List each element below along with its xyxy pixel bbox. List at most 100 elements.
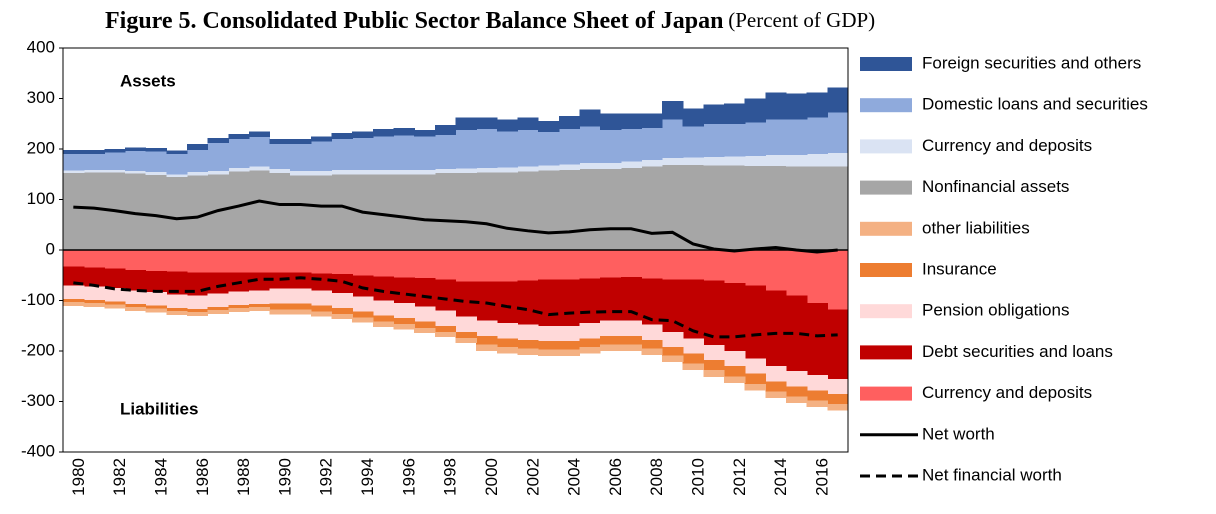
y-tick-label: 200: [27, 138, 55, 157]
area-segment: [124, 307, 147, 312]
area-segment: [827, 166, 849, 250]
y-tick-label: -300: [21, 391, 55, 410]
area-segment: [455, 316, 477, 332]
area-segment: [310, 311, 333, 317]
area-segment: [310, 175, 333, 250]
area-segment: [806, 375, 828, 391]
area-segment: [434, 279, 457, 311]
area-segment: [641, 166, 663, 250]
area-segment: [331, 274, 353, 293]
area-segment: [703, 360, 725, 371]
area-segment: [372, 321, 395, 327]
legend-swatch: [860, 180, 912, 195]
area-segment: [496, 167, 519, 173]
legend-swatch: [860, 98, 912, 113]
area-segment: [352, 317, 374, 323]
area-segment: [455, 281, 477, 317]
area-segment: [228, 250, 250, 273]
area-segment: [600, 277, 622, 321]
area-segment: [434, 169, 457, 174]
area-segment: [558, 349, 581, 357]
area-segment: [496, 338, 519, 347]
area-segment: [290, 303, 312, 310]
area-segment: [269, 288, 291, 304]
area-segment: [269, 303, 291, 310]
area-segment: [517, 250, 539, 281]
x-tick-label: 1990: [275, 458, 294, 496]
area-segment: [620, 250, 643, 277]
area-segment: [806, 154, 828, 167]
area-segment: [83, 267, 105, 287]
x-tick-label: 1994: [358, 458, 377, 496]
x-tick-label: 2012: [730, 458, 749, 496]
area-segment: [269, 309, 291, 315]
area-segment: [414, 174, 436, 250]
area-segment: [63, 173, 85, 250]
area-segment: [248, 166, 271, 171]
area-segment: [393, 277, 415, 304]
x-tick-label: 2010: [689, 458, 708, 496]
area-segment: [827, 378, 849, 394]
area-segment: [476, 320, 498, 336]
legend-swatch: [860, 221, 912, 236]
area-segment: [248, 250, 271, 273]
area-segment: [558, 170, 581, 250]
area-segment: [641, 250, 663, 279]
area-segment: [248, 272, 271, 291]
area-segment: [145, 250, 167, 272]
y-tick-label: 100: [27, 189, 55, 208]
area-segment: [434, 310, 457, 326]
area-segment: [166, 154, 188, 175]
area-segment: [579, 126, 601, 164]
area-segment: [63, 154, 85, 171]
area-segment: [786, 295, 808, 372]
area-segment: [186, 172, 209, 176]
area-segment: [744, 98, 766, 123]
area-segment: [744, 250, 766, 286]
area-segment: [290, 250, 312, 273]
area-segment: [414, 170, 436, 175]
area-segment: [765, 381, 787, 392]
area-segment: [641, 278, 663, 325]
area-segment: [248, 131, 271, 137]
area-segment: [207, 310, 229, 315]
area-segment: [207, 250, 229, 273]
area-segment: [786, 371, 808, 387]
area-segment: [228, 133, 250, 139]
area-segment: [310, 250, 333, 274]
area-segment: [124, 304, 147, 308]
area-segment: [724, 165, 746, 250]
area-segment: [166, 176, 188, 250]
area-segment: [166, 308, 188, 312]
area-segment: [207, 174, 229, 250]
area-segment: [455, 337, 477, 343]
area-segment: [786, 386, 808, 397]
area-segment: [600, 129, 622, 164]
area-segment: [806, 117, 828, 155]
area-segment: [786, 250, 808, 296]
area-segment: [228, 291, 250, 306]
area-segment: [682, 126, 704, 158]
area-segment: [703, 165, 725, 250]
area-segment: [558, 116, 581, 129]
y-tick-label: 0: [46, 239, 55, 258]
area-segment: [352, 311, 374, 318]
area-segment: [372, 276, 395, 301]
area-segment: [620, 113, 643, 129]
area-segment: [662, 165, 684, 250]
area-segment: [414, 321, 436, 328]
area-segment: [558, 340, 581, 350]
area-segment: [538, 170, 560, 250]
area-segment: [662, 158, 684, 166]
area-segment: [724, 282, 746, 351]
area-segment: [414, 250, 436, 278]
area-segment: [207, 142, 229, 172]
area-segment: [166, 250, 188, 272]
area-segment: [538, 279, 560, 326]
area-segment: [476, 128, 498, 169]
area-segment: [331, 132, 353, 139]
area-segment: [517, 324, 539, 340]
area-segment: [744, 358, 766, 374]
area-segment: [393, 174, 415, 250]
area-segment: [372, 128, 395, 137]
